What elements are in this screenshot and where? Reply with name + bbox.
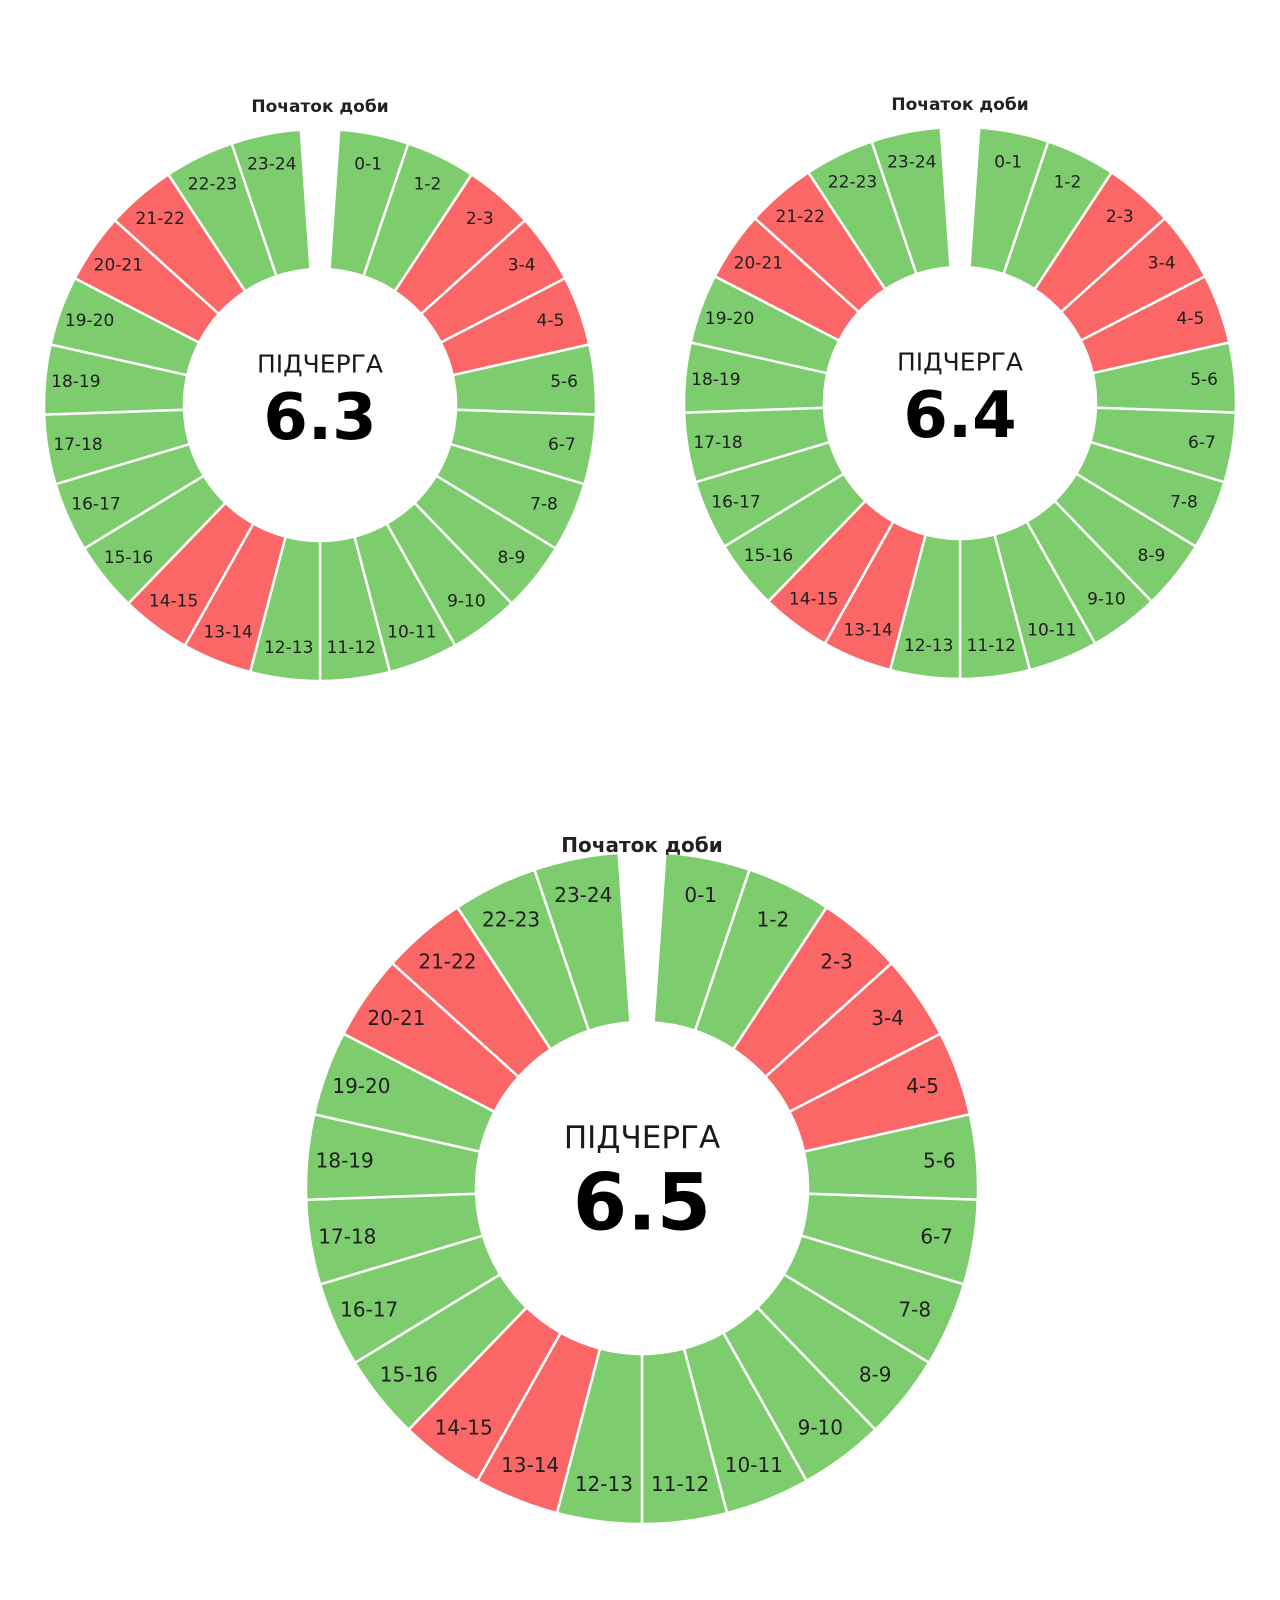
subqueue-label: ПІДЧЕРГА: [257, 349, 383, 378]
start-of-day-label: Початок доби: [891, 95, 1028, 115]
hour-label-22-23: 22-23: [188, 175, 237, 195]
hour-label-12-13: 12-13: [904, 636, 953, 656]
hour-label-15-16: 15-16: [744, 546, 793, 566]
hour-label-15-16: 15-16: [104, 548, 153, 568]
hour-label-18-19: 18-19: [691, 370, 740, 390]
hour-label-2-3: 2-3: [820, 950, 853, 974]
hour-label-14-15: 14-15: [789, 590, 838, 610]
hour-label-3-4: 3-4: [508, 256, 536, 276]
hour-label-4-5: 4-5: [1177, 309, 1205, 329]
hour-label-12-13: 12-13: [575, 1472, 633, 1496]
hour-label-23-24: 23-24: [887, 153, 936, 173]
hour-label-17-18: 17-18: [693, 433, 742, 453]
subqueue-number: 6.5: [573, 1159, 711, 1249]
hour-label-2-3: 2-3: [1106, 207, 1134, 227]
hour-label-22-23: 22-23: [482, 908, 540, 932]
hour-label-18-19: 18-19: [316, 1148, 374, 1172]
hour-label-10-11: 10-11: [387, 622, 436, 642]
donut-chart-6-5: 0-1 1-2 2-3 3-4 4-5 5-6 6-7 7-8 8-9 9-10 10-11 11-1…: [304, 833, 980, 1526]
hour-segment-23-24: [230, 128, 312, 278]
hour-label-13-14: 13-14: [843, 620, 892, 640]
hour-label-16-17: 16-17: [711, 493, 760, 513]
hour-label-17-18: 17-18: [53, 435, 102, 455]
hour-label-23-24: 23-24: [247, 155, 296, 175]
hour-label-16-17: 16-17: [71, 495, 120, 515]
hour-label-20-21: 20-21: [367, 1006, 425, 1030]
donut-chart-6-4: 0-1 1-2 2-3 3-4 4-5 5-6 6-7 7-8 8-9 9-10 10-11 11-1…: [682, 95, 1238, 681]
hour-label-2-3: 2-3: [466, 209, 494, 229]
hour-label-0-1: 0-1: [684, 883, 717, 907]
hour-label-13-14: 13-14: [501, 1453, 559, 1477]
start-of-day-label: Початок доби: [251, 97, 388, 117]
subqueue-label: ПІДЧЕРГА: [564, 1120, 720, 1156]
hour-label-8-9: 8-9: [859, 1363, 892, 1387]
hour-label-10-11: 10-11: [1027, 620, 1076, 640]
subqueue-number: 6.3: [263, 381, 376, 455]
hour-label-0-1: 0-1: [994, 153, 1022, 173]
hour-label-5-6: 5-6: [550, 372, 578, 392]
hour-label-6-7: 6-7: [920, 1224, 953, 1248]
hour-label-20-21: 20-21: [734, 254, 783, 274]
hour-label-3-4: 3-4: [1148, 254, 1176, 274]
hour-label-6-7: 6-7: [1188, 433, 1216, 453]
hour-label-4-5: 4-5: [537, 311, 565, 331]
hour-label-1-2: 1-2: [757, 908, 790, 932]
subqueue-label: ПІДЧЕРГА: [897, 347, 1023, 376]
hour-label-1-2: 1-2: [1054, 173, 1082, 193]
hour-label-20-21: 20-21: [94, 256, 143, 276]
hour-label-5-6: 5-6: [1190, 370, 1218, 390]
hour-label-7-8: 7-8: [1170, 493, 1198, 513]
hour-label-21-22: 21-22: [418, 950, 476, 974]
hour-label-0-1: 0-1: [354, 155, 382, 175]
hour-label-22-23: 22-23: [828, 173, 877, 193]
hour-label-18-19: 18-19: [51, 372, 100, 392]
hour-label-9-10: 9-10: [798, 1416, 843, 1440]
hour-label-8-9: 8-9: [1138, 546, 1166, 566]
hour-label-19-20: 19-20: [65, 311, 114, 331]
hour-label-4-5: 4-5: [906, 1074, 939, 1098]
hour-label-19-20: 19-20: [705, 309, 754, 329]
hour-label-14-15: 14-15: [149, 592, 198, 612]
hour-label-10-11: 10-11: [725, 1453, 783, 1477]
hour-label-6-7: 6-7: [548, 435, 576, 455]
hour-label-11-12: 11-12: [967, 636, 1016, 656]
hour-label-11-12: 11-12: [327, 638, 376, 658]
hour-label-14-15: 14-15: [435, 1416, 493, 1440]
hour-segment-23-24: [532, 851, 632, 1033]
hour-label-13-14: 13-14: [203, 622, 252, 642]
hour-label-5-6: 5-6: [923, 1148, 956, 1172]
hour-label-7-8: 7-8: [530, 495, 558, 515]
hour-label-16-17: 16-17: [340, 1297, 398, 1321]
hour-label-21-22: 21-22: [776, 207, 825, 227]
hour-label-1-2: 1-2: [414, 175, 442, 195]
hour-label-7-8: 7-8: [898, 1297, 931, 1321]
hour-label-15-16: 15-16: [380, 1363, 438, 1387]
subqueue-number: 6.4: [903, 379, 1016, 453]
hour-label-21-22: 21-22: [136, 209, 185, 229]
hour-segment-23-24: [870, 126, 952, 276]
hour-label-3-4: 3-4: [871, 1006, 904, 1030]
hour-label-9-10: 9-10: [447, 592, 486, 612]
hour-label-19-20: 19-20: [332, 1074, 390, 1098]
donut-chart-6-3: 0-1 1-2 2-3 3-4 4-5 5-6 6-7 7-8 8-9 9-10 10-11 11-1…: [42, 97, 598, 683]
hour-label-17-18: 17-18: [318, 1224, 376, 1248]
hour-label-23-24: 23-24: [554, 883, 612, 907]
hour-label-8-9: 8-9: [498, 548, 526, 568]
hour-label-11-12: 11-12: [651, 1472, 709, 1496]
hour-label-9-10: 9-10: [1087, 590, 1126, 610]
start-of-day-label: Початок доби: [561, 833, 722, 857]
hour-label-12-13: 12-13: [264, 638, 313, 658]
